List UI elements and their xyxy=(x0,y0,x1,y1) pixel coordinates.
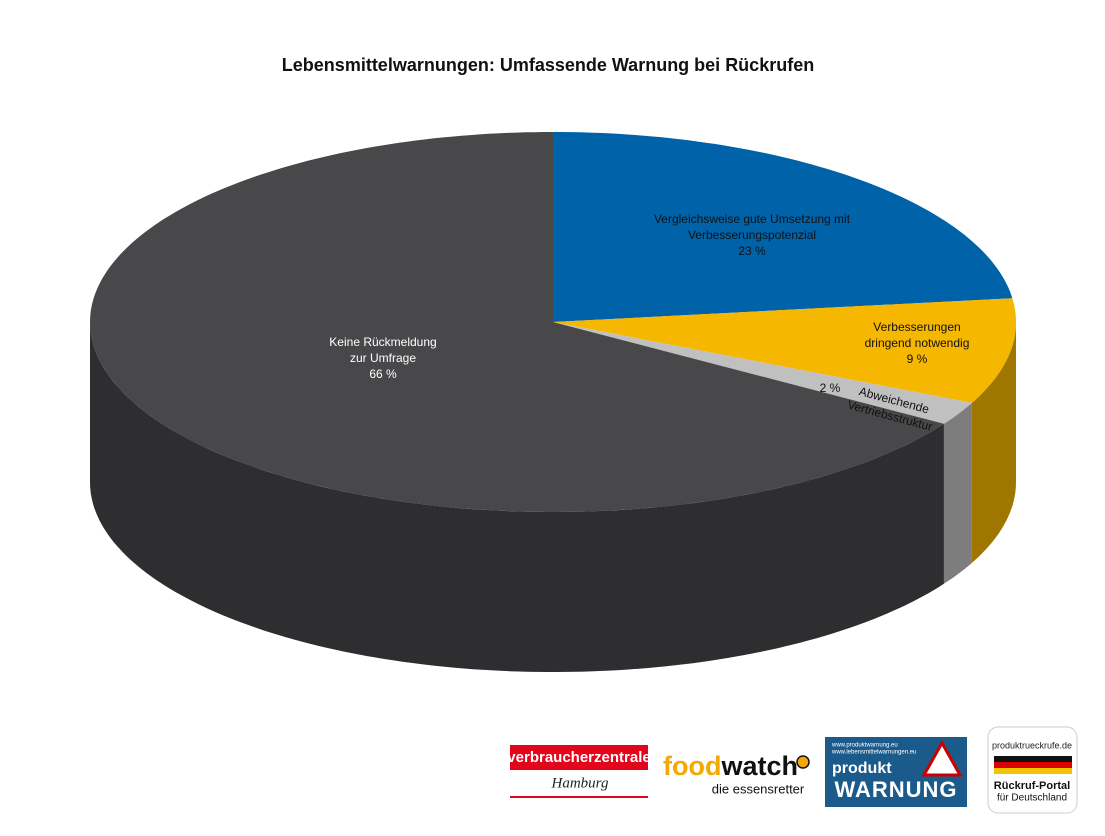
logo-foodwatch: foodwatch die essensretter xyxy=(663,751,810,796)
slice xyxy=(553,298,1016,403)
slice-side-shade xyxy=(971,322,1016,563)
value-label: 66 % xyxy=(369,367,397,381)
slice-side xyxy=(90,322,944,672)
logo-text: für Deutschland xyxy=(997,793,1067,804)
slice-label-box: Verbesserungen dringend notwendig 9 % xyxy=(865,319,970,367)
logo-bg xyxy=(510,745,648,770)
chart-title: Lebensmittelwarnungen: Umfassende Warnun… xyxy=(282,55,814,75)
slice xyxy=(90,132,944,512)
logo-text: food xyxy=(663,751,721,781)
logo-flag xyxy=(994,762,1072,768)
logo-text: produktrueckrufe.de xyxy=(992,740,1072,750)
slice-side-shade xyxy=(90,322,944,672)
logo-flag xyxy=(994,756,1072,762)
logo-text: produkt xyxy=(832,760,892,777)
logo-icon xyxy=(921,739,963,777)
slice-label: Verbesserungen dringend notwendig xyxy=(864,320,970,350)
slice-label: Keine Rückmeldung zur Umfrage xyxy=(329,335,437,365)
logo-pw: www.produktwarnung.eu www.lebensmittelwa… xyxy=(825,737,967,807)
slice-label-box: Keine Rückmeldung zur Umfrage 66 % xyxy=(329,334,436,382)
slice-side-shade xyxy=(943,402,972,584)
slice-side xyxy=(971,322,1016,563)
slice-side xyxy=(943,402,972,584)
logo-text: foodwatch xyxy=(663,751,798,781)
slice xyxy=(553,322,972,424)
logo-text: Hamburg xyxy=(551,775,609,791)
logo-text: WARNUNG xyxy=(834,777,957,802)
logo-text: die essensretter xyxy=(712,781,805,796)
logo-pr: produktrueckrufe.de Rückruf-Portal für D… xyxy=(987,726,1078,814)
logo-text: watch xyxy=(720,751,798,781)
logo-vz: verbraucherzentrale Hamburg xyxy=(507,745,651,798)
slice-label: Vergleichsweise gute Umsetzung mit Verbe… xyxy=(653,212,851,242)
logo-text: verbraucherzentrale xyxy=(507,749,650,766)
slice xyxy=(553,132,1013,322)
logo-text: www.lebensmittelwarnungen.eu xyxy=(831,750,916,756)
value-label: 2 % xyxy=(819,381,841,395)
slice-label-box: Vergleichsweise gute Umsetzung mit Verbe… xyxy=(654,211,850,259)
logo-text: Rückruf-Portal xyxy=(994,780,1070,792)
value-label: 9 % xyxy=(906,352,928,366)
logo-flag xyxy=(994,768,1072,774)
value-label: 23 % xyxy=(738,244,766,258)
logo-icon xyxy=(796,755,810,769)
logo-text: www.produktwarnung.eu xyxy=(831,743,898,749)
pie xyxy=(90,132,1016,672)
